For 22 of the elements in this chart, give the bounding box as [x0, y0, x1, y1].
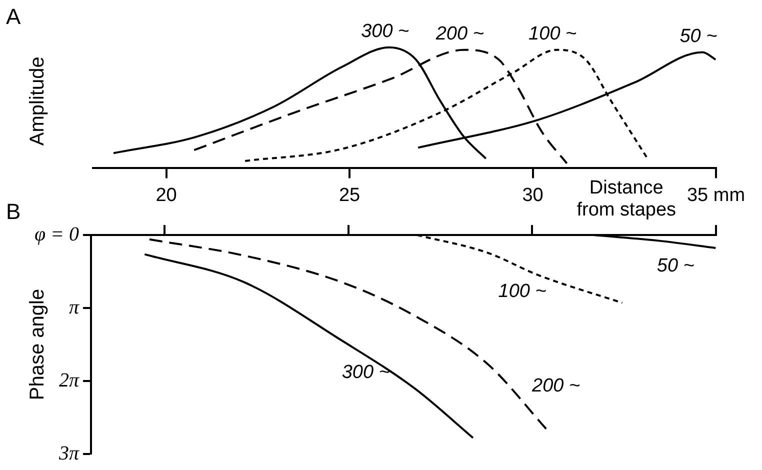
chart-title: A [6, 4, 21, 30]
chart-title: B [6, 199, 21, 224]
x-tick-label: 35 mm [686, 184, 746, 206]
x-axis-title: Distance from stapes [576, 177, 676, 220]
x-tick-label: 25 [338, 184, 360, 206]
x-tick-label: 20 [156, 184, 177, 206]
y-tick-label: 3π [58, 442, 80, 464]
y-tick-label: π [68, 296, 80, 318]
series-label: 300 ~ [361, 21, 410, 42]
series-label: 100 ~ [528, 24, 577, 45]
series-label: 50 ~ [680, 26, 718, 48]
series-label: 100 ~ [498, 281, 546, 302]
series-label: 50 ~ [656, 255, 694, 276]
series-label: 300 ~ [342, 362, 390, 383]
y-tick-label: 2π [58, 369, 80, 392]
line-series [144, 253, 474, 439]
series-label: 200 ~ [531, 376, 580, 397]
y-tick-label: φ = 0 [34, 223, 79, 246]
y-axis-title: Phase angle [26, 288, 49, 400]
y-axis-title: Amplitude [26, 56, 49, 146]
x-tick-label: 30 [522, 184, 544, 206]
series-label: 200 ~ [434, 24, 484, 45]
